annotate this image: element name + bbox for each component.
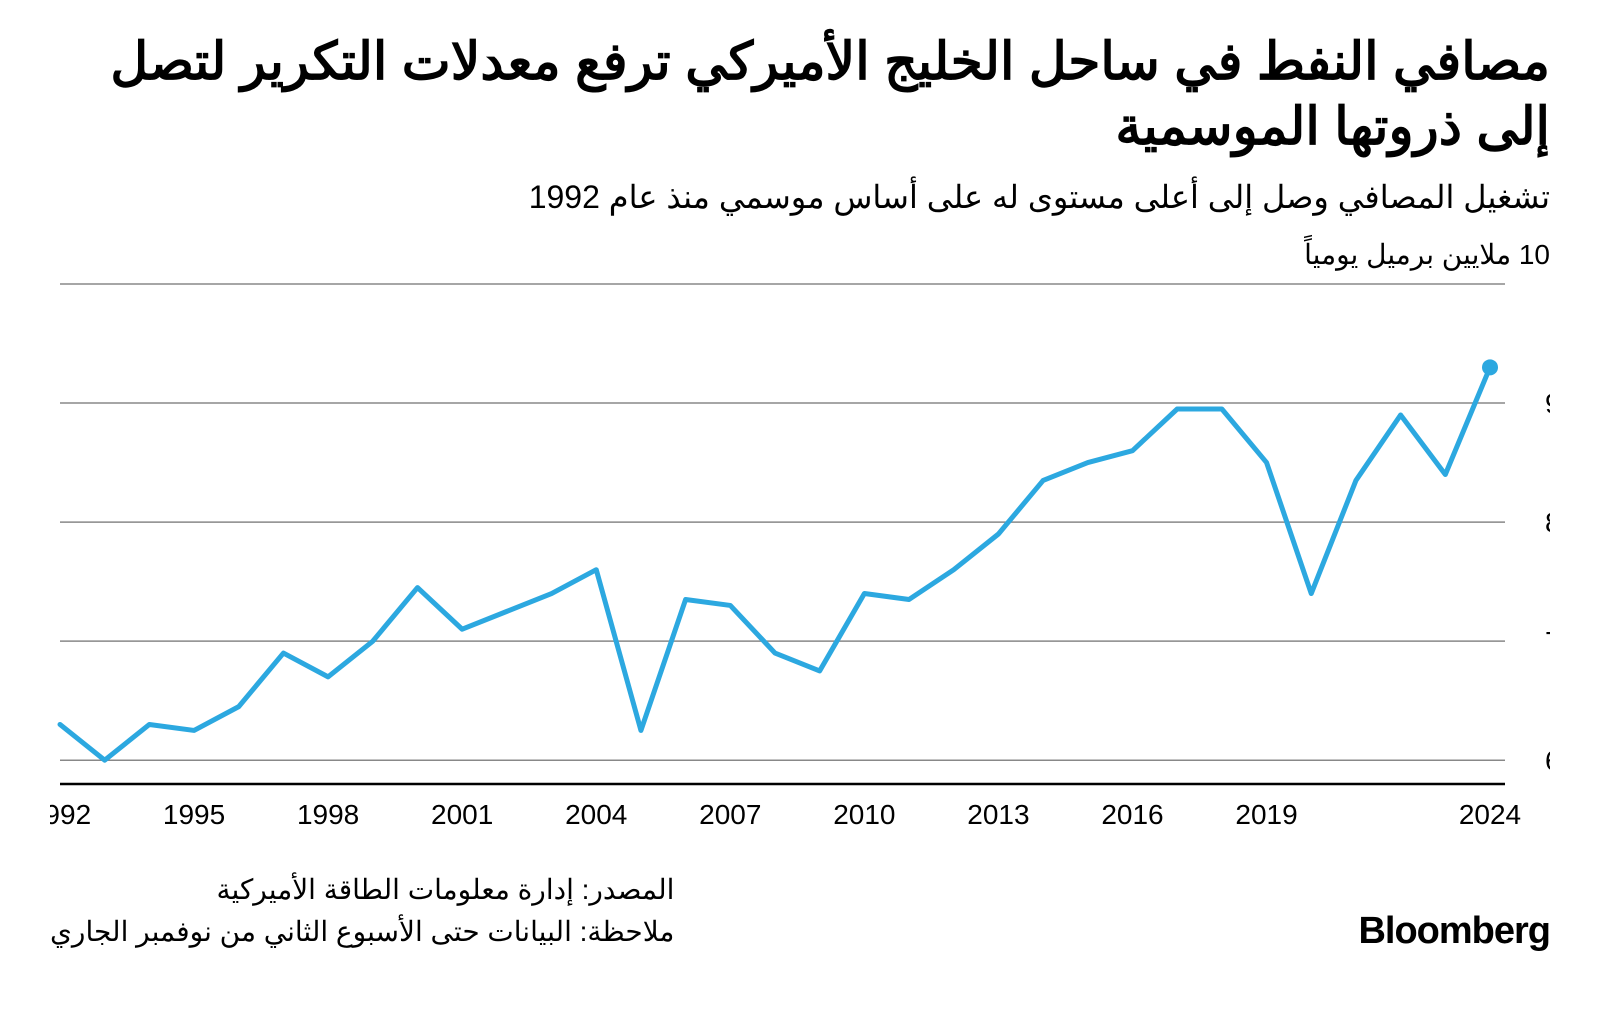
bloomberg-logo: Bloomberg: [1358, 910, 1550, 953]
note-text: ملاحظة: البيانات حتى الأسبوع الثاني من ن…: [50, 911, 674, 953]
chart-subtitle: تشغيل المصافي وصل إلى أعلى مستوى له على …: [50, 178, 1550, 216]
x-tick-label: 1995: [163, 799, 225, 830]
footer-text-block: المصدر: إدارة معلومات الطاقة الأميركية م…: [50, 869, 674, 953]
x-tick-label: 2019: [1235, 799, 1297, 830]
endpoint-marker: [1482, 359, 1498, 375]
y-tick-label: 9: [1545, 388, 1550, 419]
y-tick-label: 7: [1545, 626, 1550, 657]
x-tick-label: 2001: [431, 799, 493, 830]
y-tick-label: 6: [1545, 745, 1550, 776]
x-tick-label: 2024: [1459, 799, 1521, 830]
source-text: المصدر: إدارة معلومات الطاقة الأميركية: [50, 869, 674, 911]
x-tick-label: 2007: [699, 799, 761, 830]
y-tick-label: 8: [1545, 507, 1550, 538]
y-axis-label: 10 ملايين برميل يومياً: [50, 238, 1550, 271]
x-tick-label: 2004: [565, 799, 627, 830]
line-chart-svg: 6 7 8 9 1992 1995 1998 2001 2004 2007 2010 2013 2016…: [50, 279, 1550, 839]
x-tick-label: 1998: [297, 799, 359, 830]
chart-title: مصافي النفط في ساحل الخليج الأميركي ترفع…: [50, 30, 1550, 160]
chart-area: 6 7 8 9 1992 1995 1998 2001 2004 2007 2010 2013 2016…: [50, 279, 1550, 839]
x-tick-label: 2013: [967, 799, 1029, 830]
x-tick-label: 2016: [1101, 799, 1163, 830]
x-tick-label: 2010: [833, 799, 895, 830]
chart-footer: Bloomberg المصدر: إدارة معلومات الطاقة ا…: [50, 869, 1550, 953]
data-line: [60, 367, 1490, 760]
x-tick-label: 1992: [50, 799, 91, 830]
